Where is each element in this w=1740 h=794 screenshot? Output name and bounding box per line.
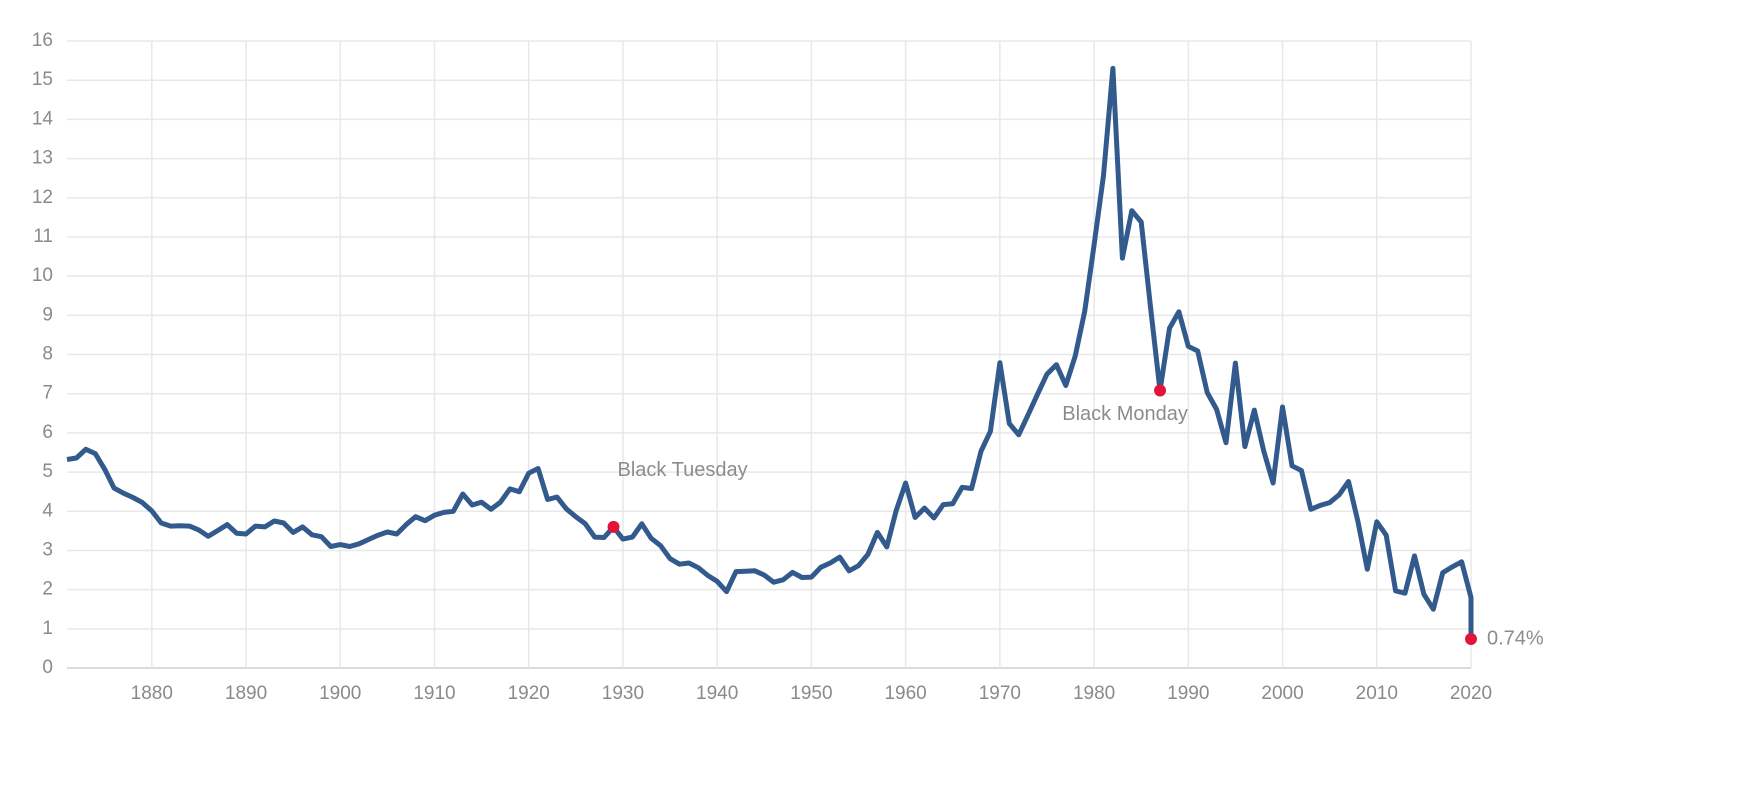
y-tick-label: 1 (42, 618, 53, 639)
y-tick-label: 7 (42, 383, 53, 404)
x-tick-label: 1880 (131, 683, 173, 704)
y-tick-label: 11 (33, 226, 53, 247)
x-tick-label: 1900 (319, 683, 361, 704)
y-tick-label: 8 (42, 344, 53, 365)
x-tick-label: 1990 (1167, 683, 1209, 704)
y-tick-label: 5 (42, 461, 53, 482)
y-tick-label: 16 (32, 30, 53, 51)
y-tick-label: 14 (32, 108, 54, 129)
annotation-marker (607, 520, 620, 533)
y-tick-label: 10 (32, 265, 53, 286)
annotation-marker (1465, 633, 1477, 646)
y-tick-label: 6 (42, 422, 53, 443)
x-tick-label: 1960 (884, 683, 926, 704)
x-tick-label: 1910 (413, 683, 455, 704)
y-tick-label: 13 (32, 148, 53, 169)
x-tick-label: 1980 (1073, 683, 1115, 704)
data-line (66, 65, 1474, 639)
y-tick-label: 0 (42, 657, 53, 678)
x-tick-label: 1970 (979, 683, 1021, 704)
x-tick-label: 2020 (1450, 683, 1492, 704)
x-tick-label: 1950 (790, 683, 832, 704)
x-tick-label: 1940 (696, 683, 738, 704)
x-tick-label: 2000 (1261, 683, 1303, 704)
x-tick-label: 1930 (602, 683, 644, 704)
annotation-marker (1154, 384, 1167, 397)
x-tick-label: 1890 (225, 683, 267, 704)
annotation-label: 0.74% (1487, 627, 1544, 649)
y-tick-label: 3 (42, 539, 53, 560)
y-tick-label: 15 (32, 69, 53, 90)
y-tick-label: 12 (32, 187, 53, 208)
y-tick-label: 4 (42, 500, 53, 521)
annotation-label: Black Tuesday (618, 459, 748, 481)
y-tick-label: 9 (42, 304, 53, 325)
x-tick-label: 2010 (1356, 683, 1398, 704)
y-tick-label: 2 (42, 579, 53, 600)
annotation-label: Black Monday (1062, 403, 1188, 425)
x-tick-label: 1920 (508, 683, 550, 704)
